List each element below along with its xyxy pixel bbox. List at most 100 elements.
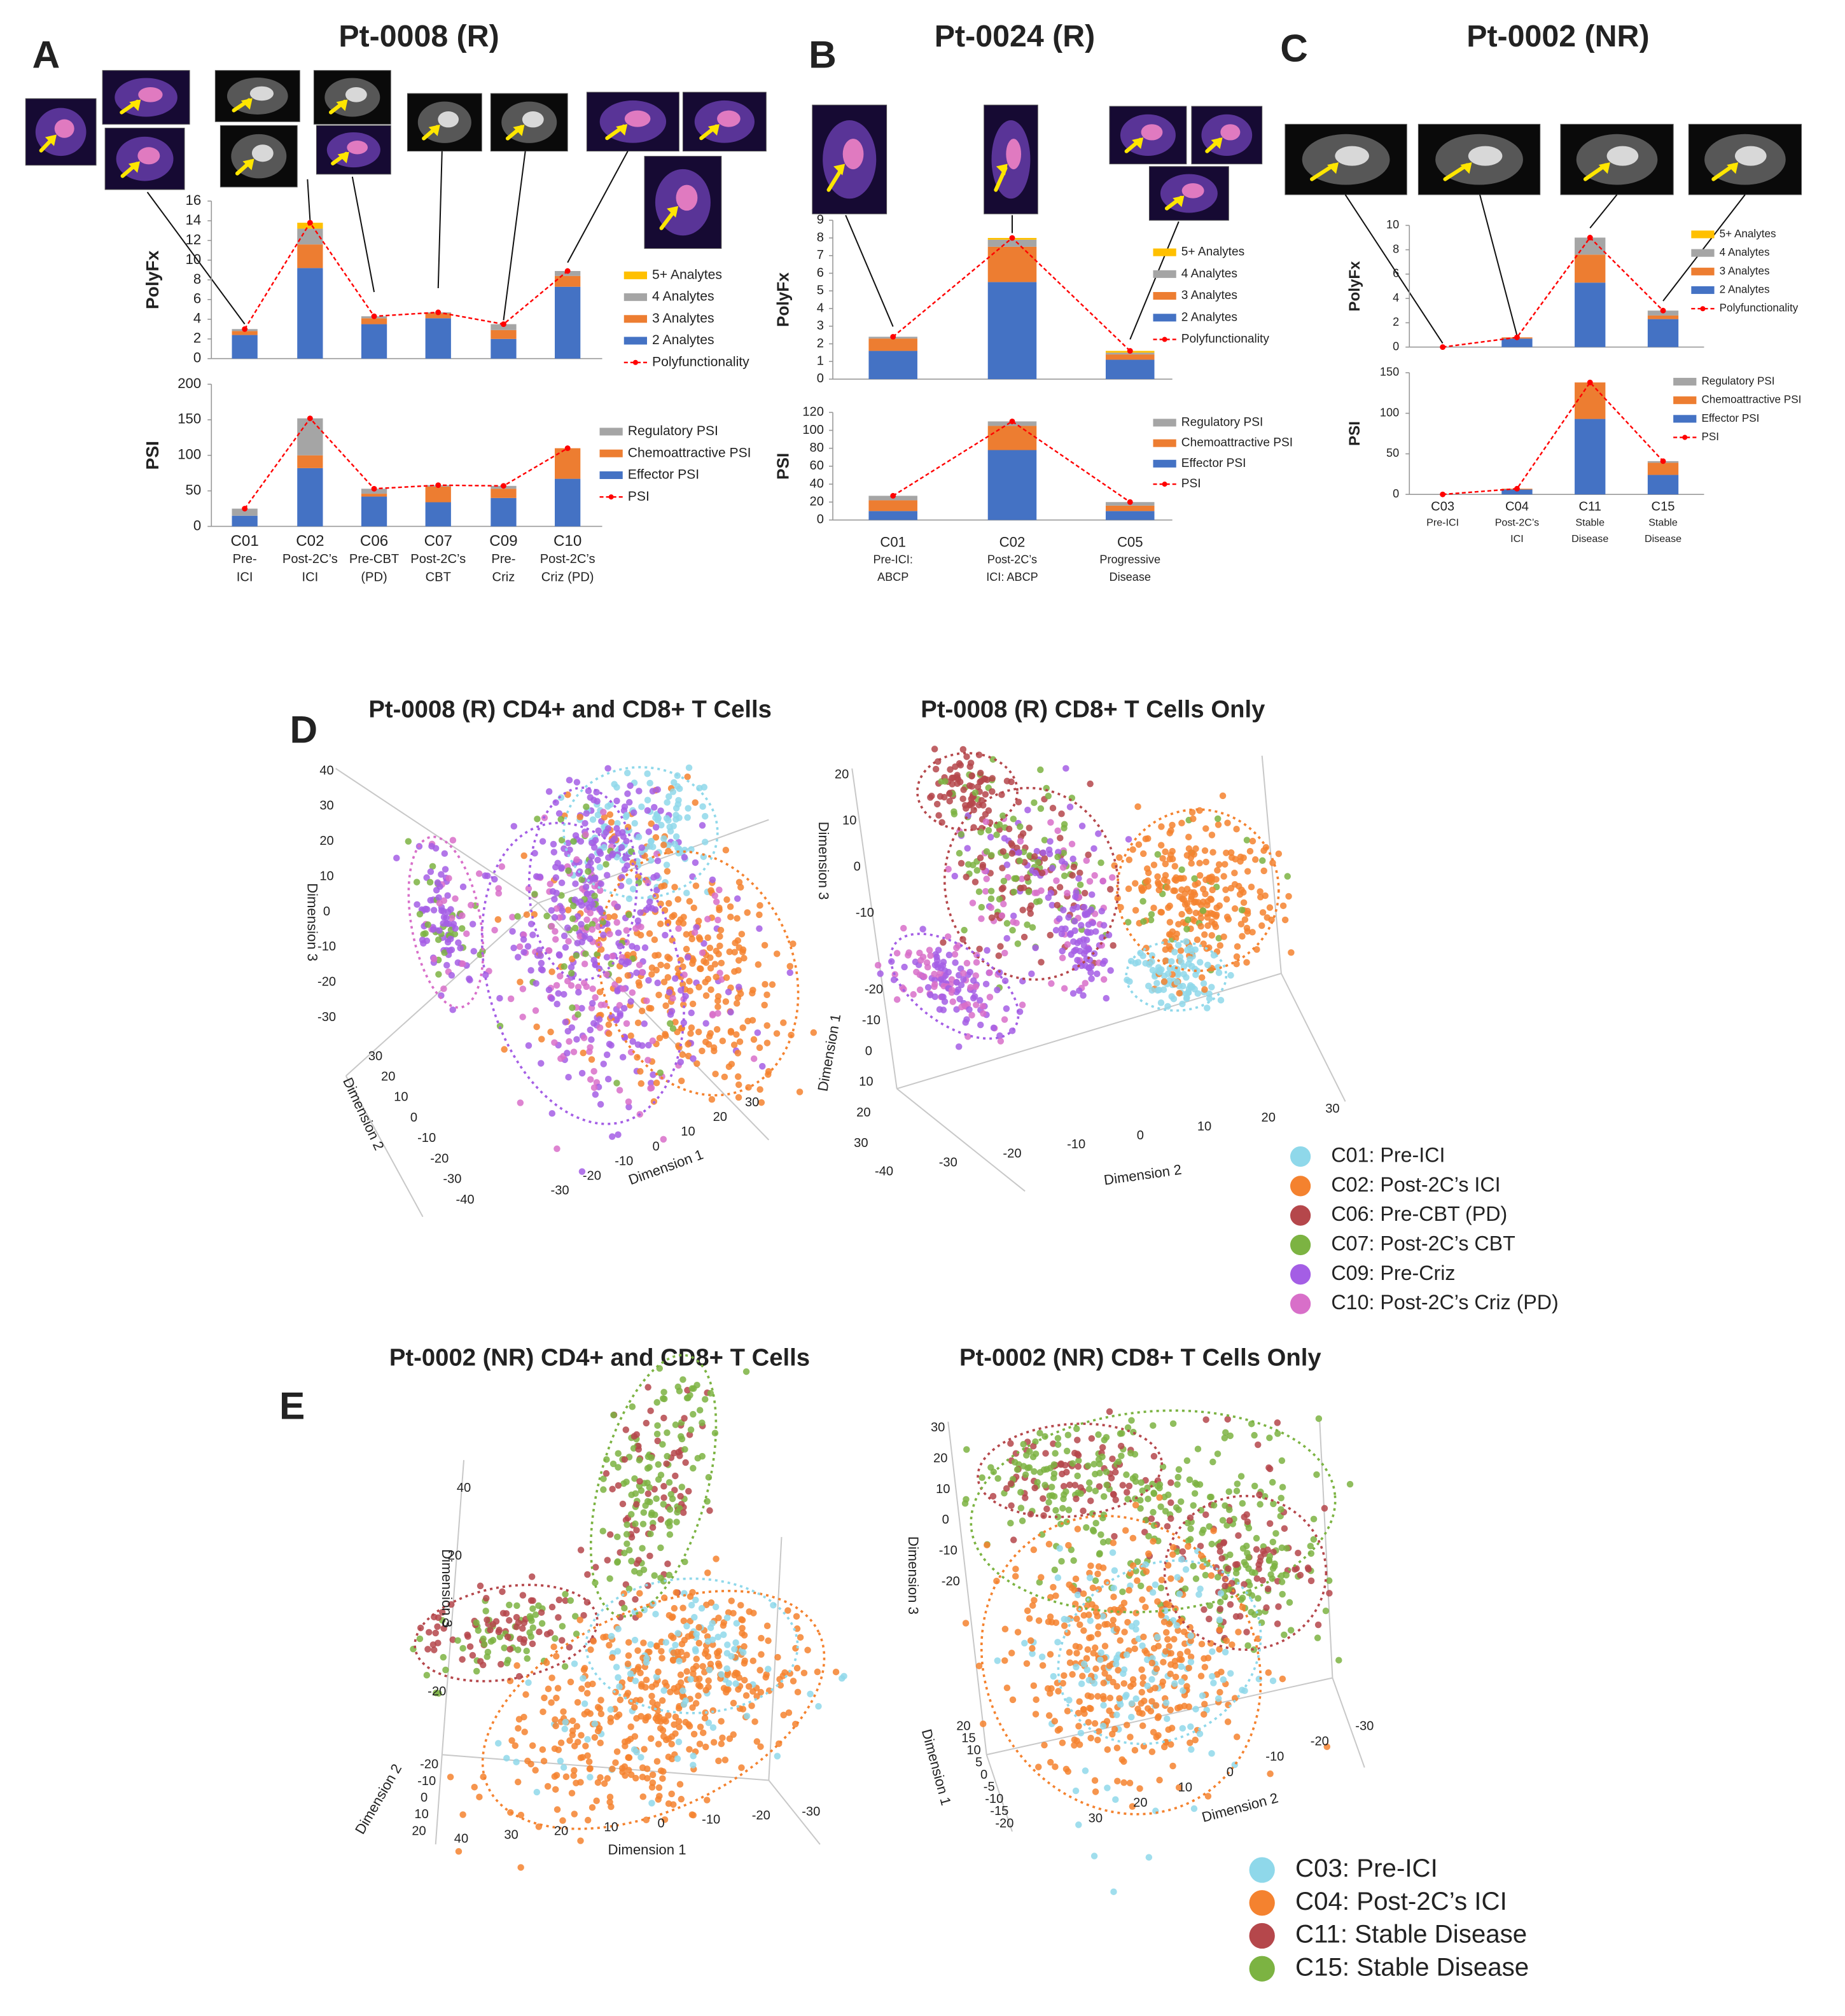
cloud-point [917, 957, 924, 964]
cloud-point [648, 837, 655, 845]
cloud-point [614, 903, 622, 910]
cloud-point [468, 901, 475, 909]
cloud-point [689, 960, 696, 967]
x-tick-label: Pre-CBT [349, 552, 399, 566]
cloud-point [1129, 1534, 1137, 1542]
cloud-point [664, 920, 671, 927]
scan-organ [1181, 183, 1204, 198]
cloud-point [1092, 1644, 1099, 1651]
cloud-point [588, 1036, 595, 1043]
x-tick-label: (PD) [361, 570, 387, 584]
cloud-point [660, 1733, 667, 1740]
cloud-point [608, 819, 615, 826]
cloud-point [1180, 971, 1187, 978]
cloud-point [1039, 1662, 1047, 1669]
cloud-point [1110, 1540, 1117, 1547]
cloud-point [1076, 1698, 1083, 1705]
cloud-point [1217, 1590, 1225, 1597]
cloud-point [979, 863, 986, 871]
cloud-point [680, 1617, 688, 1625]
cloud-point [1197, 901, 1205, 909]
cloud-point [570, 1772, 577, 1779]
cloud-point [1087, 1734, 1094, 1742]
axis-frame-line [851, 768, 898, 1089]
cloud-point [619, 829, 626, 836]
arrow-head [1460, 162, 1472, 174]
axis-tick-label: 40 [454, 1832, 468, 1846]
cloud-point [931, 746, 938, 753]
y-tick-label: 8 [1393, 242, 1399, 255]
cloud-point [578, 1732, 585, 1739]
x-tick-label: C15 [1652, 500, 1675, 514]
cloud-point [1181, 1702, 1188, 1710]
cloud-point [434, 1623, 441, 1630]
cloud-point [942, 778, 949, 785]
cloud-point [725, 989, 732, 996]
cloud-point [1326, 1590, 1333, 1597]
cloud-point [1083, 1524, 1090, 1531]
x-tick-label: Disease [1571, 533, 1608, 545]
cloud-point [538, 959, 545, 967]
cloud-point [1208, 984, 1215, 991]
x-tick-label: C07 [424, 532, 452, 550]
cloud-point [692, 859, 699, 866]
cloud-point [754, 1029, 762, 1036]
cloud-point [1198, 974, 1206, 981]
cloud-point [574, 984, 582, 991]
cloud-point [597, 887, 604, 894]
cloud-point [1031, 799, 1038, 806]
cloud-point [590, 1020, 597, 1027]
cloud-point [1135, 841, 1143, 848]
cloud-point [1202, 1571, 1209, 1579]
cloud-point [756, 925, 763, 932]
cloud-point [638, 1681, 645, 1688]
cloud-point [1209, 849, 1216, 856]
cloud-point [1213, 911, 1220, 919]
cloud-point [1050, 1492, 1058, 1500]
cloud-point [1148, 911, 1155, 918]
cloud-point [690, 1665, 697, 1672]
cloud-point [1009, 927, 1016, 934]
cloud-point [720, 1622, 727, 1629]
cloud-point [607, 1706, 615, 1713]
cloud-point [554, 1806, 561, 1813]
cloud-point [558, 837, 566, 844]
cloud-point [589, 816, 597, 823]
cloud-point [1070, 1557, 1077, 1564]
cloud-point [1115, 1667, 1122, 1674]
cloud-point [599, 919, 606, 926]
cloud-point [1089, 891, 1096, 898]
x-tick-label: Disease [1645, 533, 1681, 545]
cloud-point [529, 931, 536, 938]
cloud-point [554, 1001, 560, 1008]
cloud-point [1240, 899, 1248, 907]
cloud-point [1168, 993, 1175, 1000]
cloud-point [664, 963, 671, 970]
cloud-point [1073, 1425, 1080, 1433]
cloud-point [1086, 1575, 1094, 1582]
cloud-point [1024, 1607, 1031, 1615]
cloud-point [1200, 980, 1208, 987]
cloud-point [912, 958, 919, 966]
cloud-point [690, 1670, 697, 1678]
cloud-point [1257, 893, 1264, 901]
cloud-point [1084, 1462, 1092, 1470]
cloud-point [1031, 889, 1038, 896]
cloud-point [1099, 1722, 1107, 1730]
cloud-point [874, 962, 882, 969]
cloud-point [1216, 1646, 1223, 1653]
y-tick-label: 0 [817, 372, 824, 386]
legend-swatch [1153, 270, 1176, 278]
cloud-point [1184, 1519, 1191, 1527]
cloud-point [672, 1588, 679, 1596]
cloud-point [989, 756, 997, 763]
cloud-point [552, 1786, 559, 1793]
legend-label: 5+ Analytes [1720, 228, 1776, 240]
leader-line [567, 151, 629, 263]
cloud-point [1087, 906, 1095, 914]
cloud-point [1059, 1505, 1066, 1512]
cloud-point [1269, 1565, 1277, 1572]
cloud-point [719, 1734, 726, 1741]
x-tick-label: C01 [880, 534, 906, 550]
cluster-outline [977, 1422, 1163, 1519]
